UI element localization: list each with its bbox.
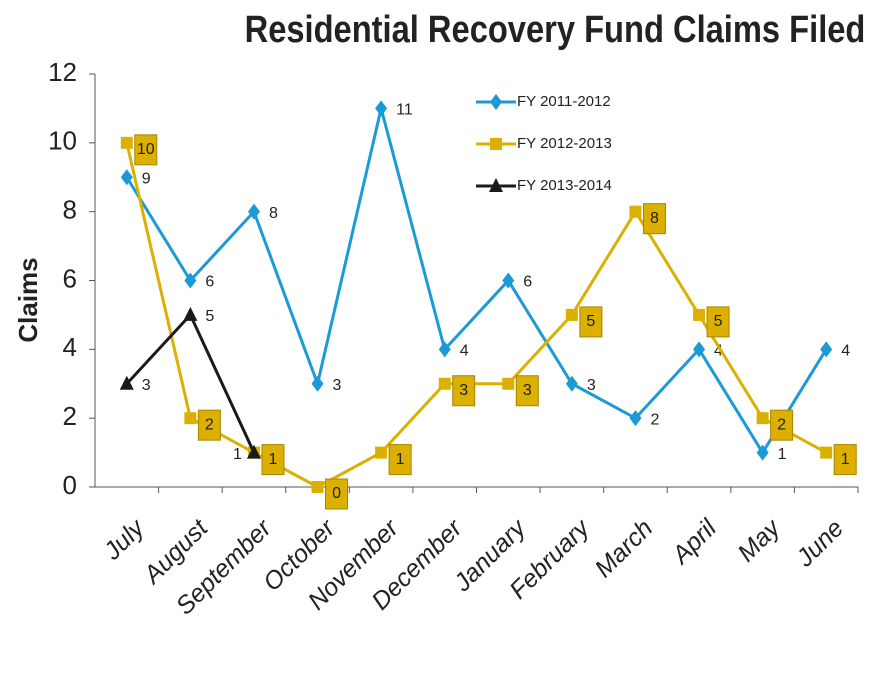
x-tick-label: April — [665, 513, 723, 571]
data-label: 9 — [142, 170, 151, 187]
point — [247, 203, 260, 220]
data-label-box — [388, 444, 412, 476]
data-label: 11 — [396, 102, 413, 119]
data-label-box — [452, 375, 476, 407]
data-label: 5 — [205, 308, 214, 325]
point — [375, 100, 388, 117]
data-label: 3 — [333, 377, 342, 394]
point — [565, 308, 578, 321]
point — [629, 205, 642, 218]
x-tick-label: May — [732, 513, 786, 567]
data-label: 3 — [459, 382, 468, 399]
point — [489, 178, 503, 192]
x-tick-label: March — [589, 514, 658, 583]
data-label: 1 — [841, 451, 850, 468]
data-label: 4 — [841, 343, 850, 360]
x-tick-label: June — [790, 514, 849, 573]
data-label: 3 — [587, 377, 596, 394]
point — [502, 377, 515, 390]
data-label: 6 — [205, 274, 214, 291]
y-axis-label: Claims — [13, 257, 43, 342]
point — [756, 444, 769, 461]
point — [756, 412, 769, 425]
data-label: 3 — [523, 382, 532, 399]
point — [120, 169, 133, 186]
point — [375, 446, 388, 459]
data-label: 4 — [714, 343, 723, 360]
data-label-box — [579, 306, 603, 338]
data-label: 2 — [650, 411, 659, 428]
point — [490, 94, 502, 110]
legend-label: FY 2012-2013 — [517, 135, 612, 152]
data-label-box — [325, 478, 349, 510]
y-tick-label: 0 — [63, 470, 77, 500]
point — [311, 481, 324, 493]
point — [820, 341, 833, 358]
point — [502, 272, 515, 289]
y-tick-label: 8 — [63, 195, 77, 225]
point — [565, 375, 578, 392]
point — [311, 375, 324, 392]
data-label-box — [833, 444, 857, 476]
point — [120, 136, 133, 149]
data-label-box — [770, 409, 794, 441]
data-label: 6 — [523, 274, 532, 291]
point — [184, 412, 197, 425]
y-tick-label: 12 — [48, 57, 77, 87]
data-label: 0 — [332, 485, 341, 502]
point — [438, 377, 451, 390]
data-label: 2 — [205, 416, 214, 433]
legend-label: FY 2011-2012 — [517, 93, 611, 110]
point — [820, 446, 833, 459]
data-label: 8 — [269, 205, 278, 222]
point — [183, 306, 198, 321]
data-label-box — [515, 375, 539, 407]
point — [119, 375, 134, 390]
data-label: 1 — [269, 451, 278, 468]
point — [693, 341, 706, 358]
legend-label: FY 2013-2014 — [517, 177, 612, 194]
data-label: 10 — [137, 141, 155, 158]
y-tick-label: 6 — [63, 263, 77, 293]
data-label: 4 — [460, 343, 469, 360]
point — [246, 444, 261, 459]
data-label: 2 — [777, 416, 786, 433]
data-label-box — [706, 306, 730, 338]
point — [184, 272, 197, 289]
data-label: 1 — [233, 446, 242, 463]
y-tick-label: 2 — [63, 401, 77, 431]
series-line — [125, 108, 828, 456]
data-label: 1 — [778, 446, 787, 463]
y-tick-label: 10 — [48, 126, 77, 156]
data-label: 8 — [650, 210, 659, 227]
data-label: 5 — [586, 313, 595, 330]
data-label-box — [134, 134, 158, 166]
chart-title: Residential Recovery Fund Claims Filed — [245, 8, 866, 51]
data-label: 1 — [396, 451, 405, 468]
point — [629, 410, 642, 427]
data-label: 3 — [142, 377, 151, 394]
data-label-box — [642, 203, 666, 235]
x-tick-label: July — [98, 513, 151, 566]
point — [438, 341, 451, 358]
data-label-box — [197, 409, 221, 441]
point — [490, 138, 502, 150]
y-tick-label: 4 — [63, 332, 77, 362]
data-label: 5 — [714, 313, 723, 330]
point — [693, 308, 706, 321]
data-label-box — [261, 444, 285, 476]
